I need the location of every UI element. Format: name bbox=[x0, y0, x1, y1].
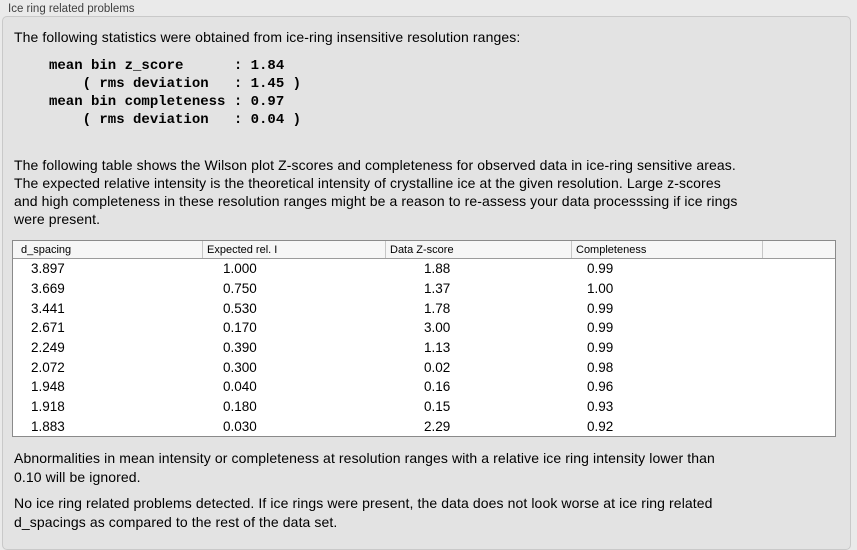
table-cell: 0.99 bbox=[587, 300, 614, 316]
table-cell: 0.170 bbox=[223, 320, 257, 336]
table-row[interactable]: 3.897 1.000 1.88 0.99 bbox=[13, 259, 835, 279]
table-row[interactable]: 3.441 0.530 1.78 0.99 bbox=[13, 298, 835, 318]
table-column-header[interactable]: Expected rel. I bbox=[203, 241, 386, 258]
table-cell: 3.441 bbox=[31, 300, 65, 316]
table-column-header[interactable]: Completeness bbox=[572, 241, 763, 258]
table-cell: 0.93 bbox=[587, 399, 614, 415]
table-cell: 0.96 bbox=[587, 379, 614, 395]
table-row[interactable]: 2.249 0.390 1.13 0.99 bbox=[13, 338, 835, 358]
table-cell: 3.00 bbox=[424, 320, 451, 336]
table-cell: 1.78 bbox=[424, 300, 451, 316]
table-cell: 0.390 bbox=[223, 340, 257, 356]
conclusion-text: No ice ring related problems detected. I… bbox=[14, 495, 713, 530]
table-cell: 0.99 bbox=[587, 320, 614, 336]
table-cell: 1.918 bbox=[31, 399, 65, 415]
table-cell: 0.99 bbox=[587, 340, 614, 356]
panel-title: Ice ring related problems bbox=[8, 3, 135, 15]
table-cell: 1.000 bbox=[223, 261, 257, 277]
table-rows: 3.897 1.000 1.88 0.99 3.669 0.750 1.37 1.00 3.44… bbox=[13, 259, 835, 436]
table-row[interactable]: 1.948 0.040 0.16 0.96 bbox=[13, 377, 835, 397]
table-cell: 0.15 bbox=[424, 399, 451, 415]
table-cell: 3.669 bbox=[31, 281, 65, 296]
table-cell: 0.040 bbox=[223, 379, 257, 395]
table-cell: 0.99 bbox=[587, 261, 614, 277]
intro-text: The following statistics were obtained f… bbox=[14, 29, 521, 45]
table-cell: 2.249 bbox=[31, 340, 65, 356]
table-cell: 1.00 bbox=[587, 281, 614, 296]
table-cell: 1.13 bbox=[424, 340, 451, 356]
table-header: d_spacing Expected rel. I Data Z-score Comp… bbox=[13, 241, 835, 259]
table-cell: 0.98 bbox=[587, 359, 614, 375]
table-column-header[interactable] bbox=[763, 241, 835, 258]
table-cell: 2.29 bbox=[424, 418, 451, 434]
table-cell: 1.883 bbox=[31, 418, 65, 434]
table-cell: 1.37 bbox=[424, 281, 451, 296]
table-cell: 2.072 bbox=[31, 359, 65, 375]
table-cell: 0.750 bbox=[223, 281, 257, 296]
table-cell: 0.180 bbox=[223, 399, 257, 415]
table-cell: 1.948 bbox=[31, 379, 65, 395]
table-cell: 0.16 bbox=[424, 379, 451, 395]
table-row[interactable]: 3.669 0.750 1.37 1.00 bbox=[13, 279, 835, 299]
table-row[interactable]: 1.918 0.180 0.15 0.93 bbox=[13, 397, 835, 417]
table-row[interactable]: 1.883 0.030 2.29 0.92 bbox=[13, 416, 835, 436]
note-ignore-text: Abnormalities in mean intensity or compl… bbox=[14, 450, 715, 485]
table-row[interactable]: 2.072 0.300 0.02 0.98 bbox=[13, 357, 835, 377]
table-column-header[interactable]: d_spacing bbox=[13, 241, 203, 258]
table-cell: 0.030 bbox=[223, 418, 257, 434]
table-cell: 1.88 bbox=[424, 261, 451, 277]
table-cell: 3.897 bbox=[31, 261, 65, 277]
table-cell: 0.02 bbox=[424, 359, 451, 375]
table-column-header[interactable]: Data Z-score bbox=[386, 241, 572, 258]
table-description: The following table shows the Wilson plo… bbox=[14, 157, 738, 227]
stats-block: mean bin z_score : 1.84 ( rms deviation … bbox=[49, 58, 302, 128]
table-cell: 0.530 bbox=[223, 300, 257, 316]
ice-ring-table: d_spacing Expected rel. I Data Z-score Comp… bbox=[12, 240, 836, 437]
table-cell: 0.92 bbox=[587, 418, 614, 434]
table-row[interactable]: 2.671 0.170 3.00 0.99 bbox=[13, 318, 835, 338]
table-cell: 2.671 bbox=[31, 320, 65, 336]
table-cell: 0.300 bbox=[223, 359, 257, 375]
